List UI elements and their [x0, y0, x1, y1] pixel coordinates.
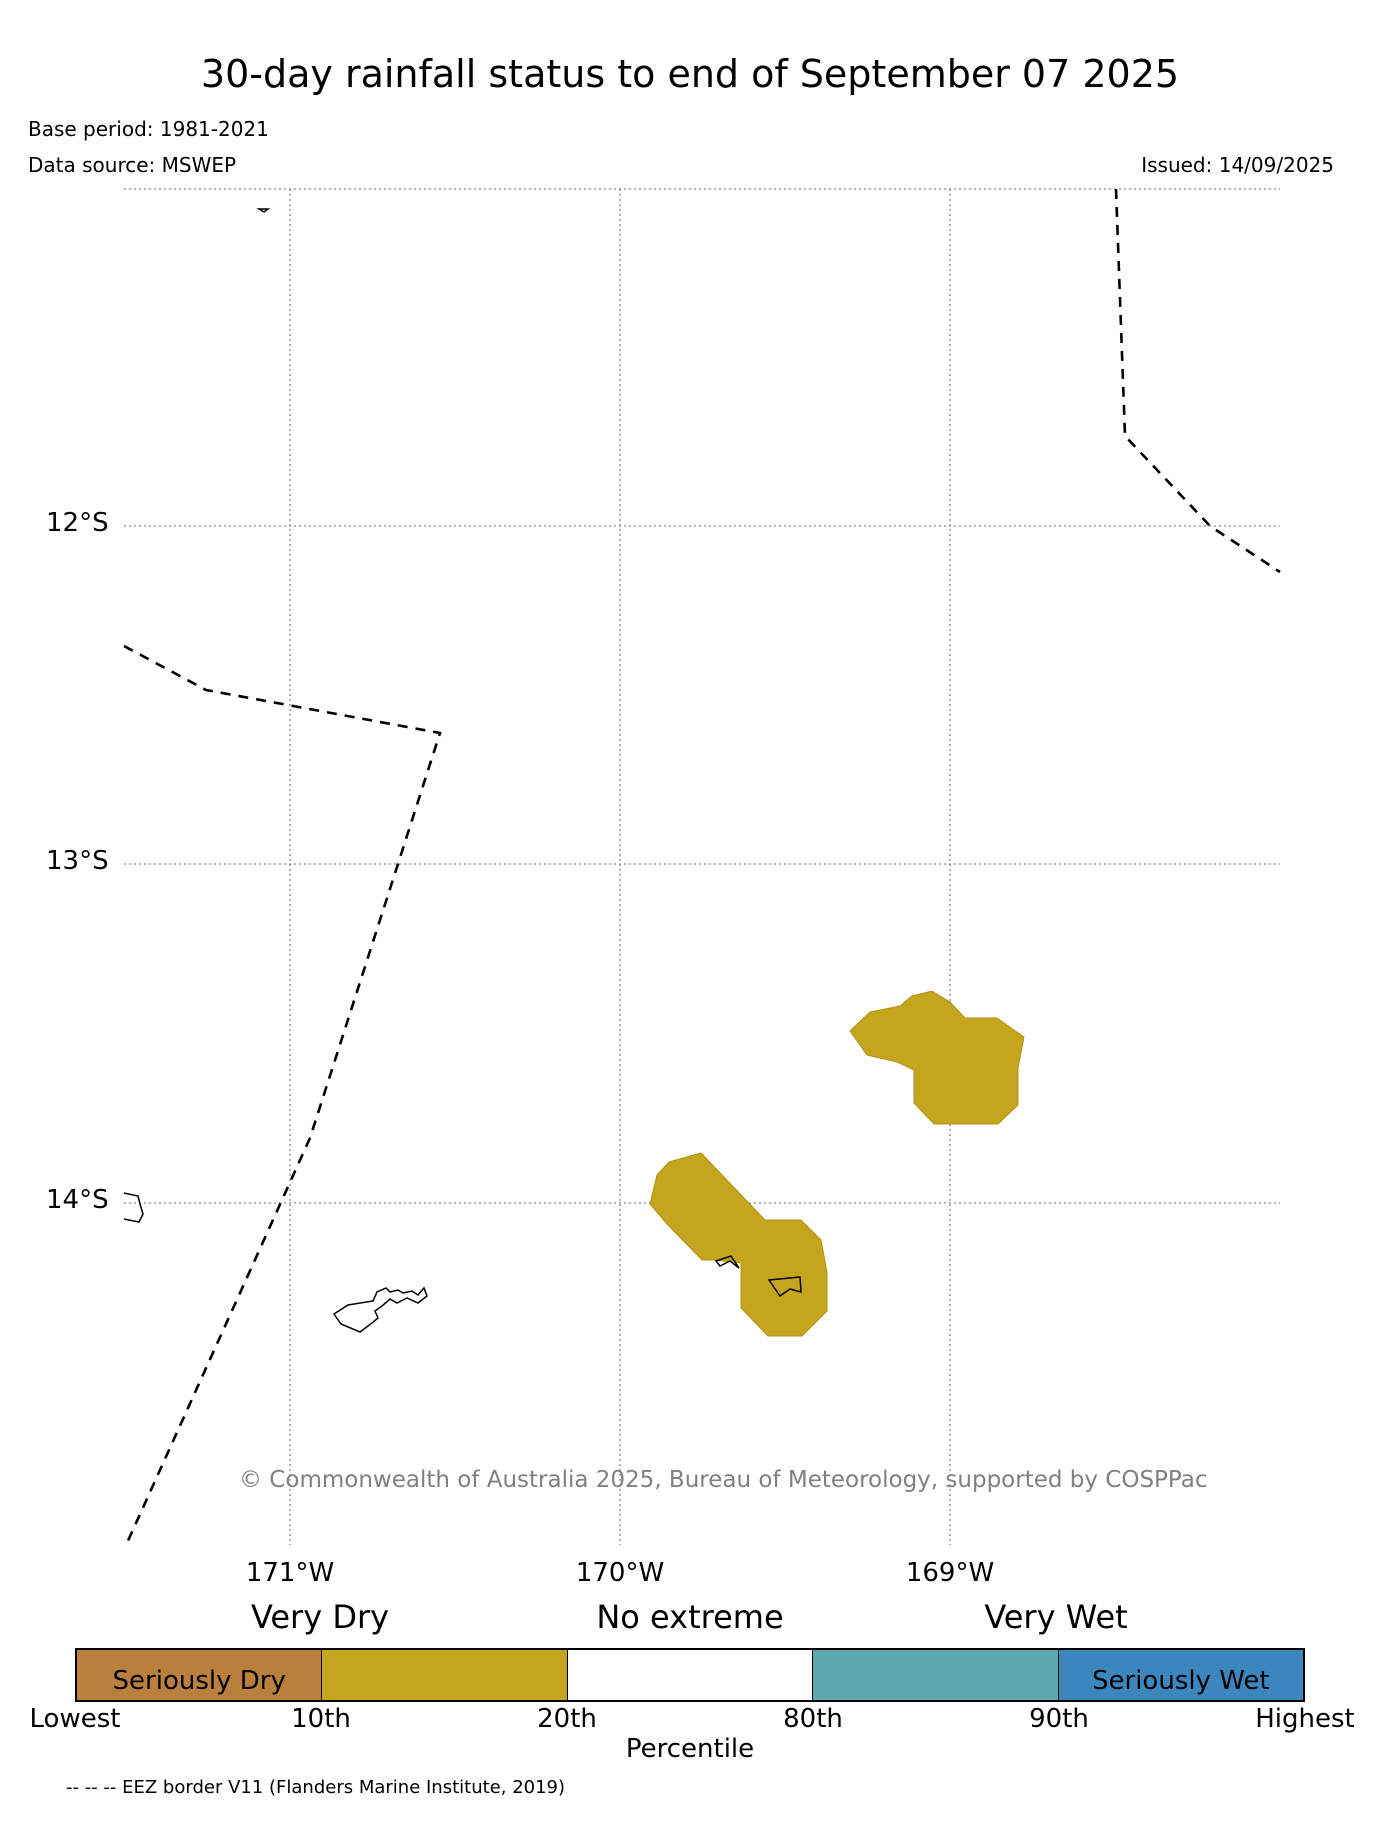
legend-tick-80th: 80th [783, 1704, 843, 1734]
lat-label-12s: 12°S [46, 508, 109, 538]
legend-colorbar: Seriously Dry Seriously Wet [75, 1648, 1305, 1702]
base-period: Base period: 1981-2021 [28, 117, 269, 141]
colorbar-segment-no-extreme [567, 1650, 814, 1700]
island-outlines [123, 208, 802, 1333]
copyright-notice: © Commonwealth of Australia 2025, Bureau… [239, 1467, 1208, 1493]
legend-category-no-extreme: No extreme [596, 1598, 784, 1636]
legend-axis-label: Percentile [625, 1734, 755, 1764]
eez-footnote: -- -- -- EEZ border V11 (Flanders Marine… [66, 1777, 566, 1798]
island-savaii-edge [123, 1192, 144, 1223]
eez-border-west [123, 644, 442, 1544]
lat-label-13s: 13°S [46, 846, 109, 876]
colorbar-label-seriously-dry: Seriously Dry [112, 1666, 286, 1696]
legend-category-very-dry: Very Dry [250, 1598, 390, 1636]
island-upolu [332, 1286, 428, 1333]
island-north-islet [256, 208, 271, 213]
map-gridlines [124, 188, 1280, 1545]
legend-tick-10th: 10th [291, 1704, 351, 1734]
eez-border-east [1114, 188, 1281, 574]
data-source: Data source: MSWEP [28, 153, 237, 177]
lon-label-170w: 170°W [575, 1558, 665, 1588]
colorbar-segment-very-dry [322, 1650, 568, 1700]
lat-label-14s: 14°S [46, 1185, 109, 1215]
very-dry-region-east [849, 990, 1025, 1125]
legend-tick-lowest: Lowest [29, 1704, 121, 1734]
colorbar-segment-seriously-wet: Seriously Wet [1058, 1650, 1304, 1700]
colorbar-segment-very-wet [813, 1650, 1059, 1700]
eez-borders [123, 188, 1281, 1544]
legend-tick-20th: 20th [537, 1704, 597, 1734]
island-tau [767, 1276, 802, 1298]
very-dry-regions [649, 990, 1025, 1337]
colorbar-segment-seriously-dry: Seriously Dry [77, 1650, 323, 1700]
legend-tick-highest: Highest [1255, 1704, 1355, 1734]
very-dry-region-west [649, 1152, 828, 1337]
colorbar-label-seriously-wet: Seriously Wet [1092, 1666, 1270, 1696]
rainfall-map [123, 188, 1281, 1545]
issued-date: Issued: 14/09/2025 [1141, 153, 1334, 177]
legend-tick-90th: 90th [1029, 1704, 1089, 1734]
legend-category-very-wet: Very Wet [984, 1598, 1128, 1636]
lon-label-171w: 171°W [245, 1558, 335, 1588]
lon-label-169w: 169°W [905, 1558, 995, 1588]
map-title: 30-day rainfall status to end of Septemb… [200, 52, 1180, 96]
island-tutuila [714, 1255, 740, 1269]
